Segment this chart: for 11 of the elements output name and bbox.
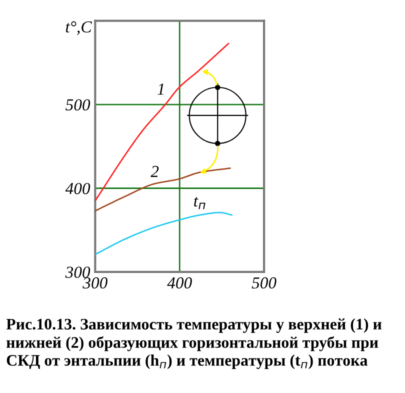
series-label: 2: [150, 166, 159, 177]
y-tick-label: 500: [66, 99, 90, 110]
y-tick-label: 300: [65, 266, 90, 278]
y-tick-label: 400: [65, 182, 90, 194]
x-tick-label: 400: [167, 277, 192, 289]
text: Рис.10.13. Зависимость температуры у верхней (1) и нижней (2) образующих горизонтальной трубы при СКД от энтальпии (h$_{п}$) и температуры (t$_{п}$) потока: [6, 318, 382, 370]
x-tick-label: 500: [252, 277, 276, 289]
series-label: 1: [158, 84, 164, 95]
y-axis-title: t°,C: [66, 21, 92, 35]
x-tick-label: 300: [82, 277, 108, 289]
series-label: t$_{п}$: [194, 197, 206, 210]
